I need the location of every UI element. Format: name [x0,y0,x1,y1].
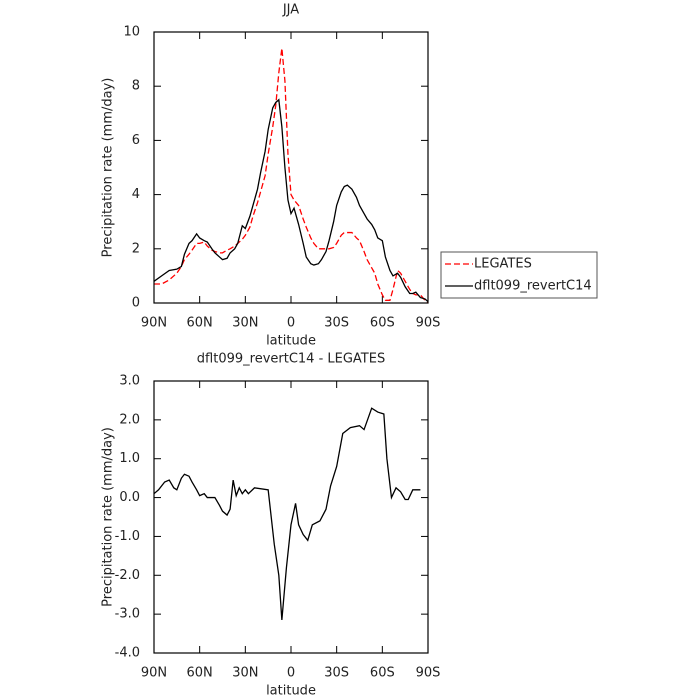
legend-box [440,251,598,299]
y-tick-label: 4 [132,187,140,202]
x-axis-title: latitude [266,684,316,699]
x-tick-label: 90S [416,666,441,681]
x-tick-label: 60S [370,666,395,681]
y-tick-label: -3.0 [115,607,140,622]
legend-label: dflt099_revertC14 [474,279,592,294]
y-tick-label: 10 [123,25,140,40]
x-axis-title: latitude [266,334,316,349]
x-tick-label: 60N [187,316,213,331]
y-tick-label: 2 [132,241,140,256]
y-tick-label: -2.0 [115,568,140,583]
y-axis-title: Precipitation rate (mm/day) [101,78,116,258]
y-tick-label: 6 [132,133,140,148]
x-tick-label: 30N [232,666,258,681]
y-tick-label: 0 [132,296,140,311]
y-tick-label: 3.0 [119,374,140,389]
y-tick-label: 1.0 [119,451,140,466]
chart-title: JJA [282,3,299,18]
data-line [153,98,429,303]
x-tick-label: 90N [141,316,167,331]
x-tick-label: 0 [287,316,295,331]
plot-frame [153,31,429,304]
y-tick-label: -1.0 [115,529,140,544]
data-line [154,48,429,304]
y-tick-label: 0.0 [119,490,140,505]
x-tick-label: 30N [232,316,258,331]
x-tick-label: 60N [187,666,213,681]
plot-frame [153,380,429,654]
x-tick-label: 90N [141,666,167,681]
legend-label: LEGATES [474,257,532,272]
x-tick-label: 30S [324,666,349,681]
y-axis-title: Precipitation rate (mm/day) [101,427,116,607]
y-tick-label: 2.0 [119,412,140,427]
y-tick-label: 8 [132,79,140,94]
x-tick-label: 90S [416,316,441,331]
y-tick-label: -4.0 [115,646,140,661]
data-line [153,407,421,621]
x-tick-label: 60S [370,316,395,331]
x-tick-label: 0 [287,666,295,681]
chart-title: dflt099_revertC14 - LEGATES [197,352,385,367]
x-tick-label: 30S [324,316,349,331]
